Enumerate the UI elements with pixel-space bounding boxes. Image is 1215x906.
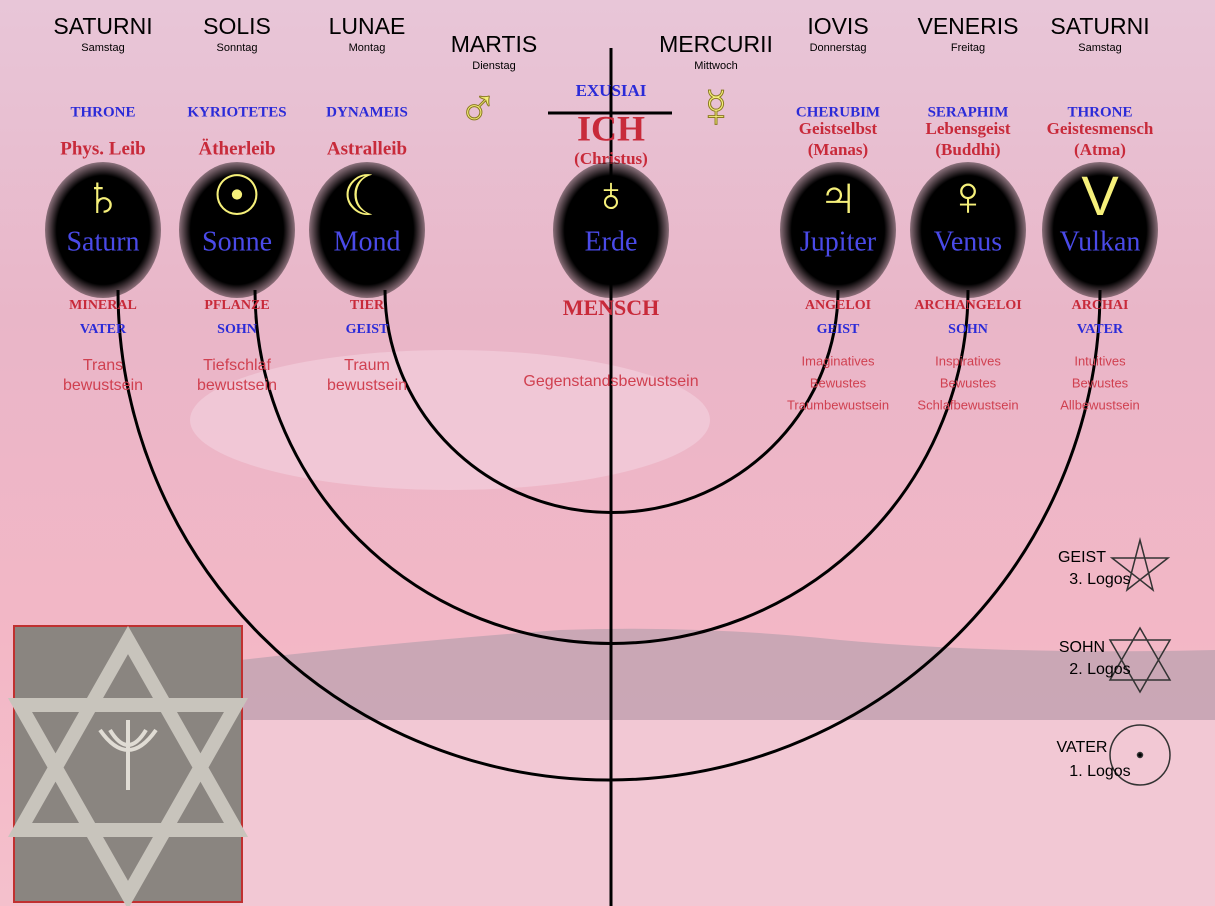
body-member: Phys. Leib bbox=[60, 138, 146, 159]
kingdom: ARCHAI bbox=[1072, 298, 1129, 313]
body-member: Lebensgeist bbox=[926, 119, 1011, 138]
planet-name: Sonne bbox=[202, 226, 272, 257]
consciousness: Inspiratives bbox=[935, 353, 1001, 368]
weekday: Freitag bbox=[951, 42, 985, 54]
kingdom: ANGELOI bbox=[805, 298, 871, 313]
planet-name: Jupiter bbox=[800, 226, 877, 257]
consciousness: bewustsein bbox=[63, 377, 143, 394]
body-member: Geistselbst bbox=[799, 119, 878, 138]
legend-sub: 3. Logos bbox=[1069, 571, 1130, 588]
consciousness: Bewustes bbox=[810, 375, 867, 390]
planet-name: Erde bbox=[585, 226, 638, 257]
consciousness: Bewustes bbox=[940, 375, 997, 390]
body-member: ICH bbox=[577, 108, 645, 148]
legend-label: GEIST bbox=[1058, 549, 1106, 566]
weekday: Samstag bbox=[81, 42, 124, 54]
consciousness: Intuitives bbox=[1074, 353, 1126, 368]
planet-symbol: ♀ bbox=[947, 164, 989, 227]
weekday: Montag bbox=[349, 42, 386, 54]
weekday: Dienstag bbox=[472, 60, 515, 72]
weekday: Samstag bbox=[1078, 42, 1121, 54]
weekday: Sonntag bbox=[217, 42, 258, 54]
consciousness: Schlafbewustsein bbox=[917, 397, 1018, 412]
day-name: SATURNI bbox=[1050, 13, 1149, 39]
page: {"columns": [ {"day": "SATURNI", "weekda… bbox=[0, 0, 1215, 906]
planet-symbol: ☉ bbox=[212, 164, 262, 227]
consciousness: Traumbewustsein bbox=[787, 397, 889, 412]
planet-symbol: ♁ bbox=[592, 166, 630, 222]
body-member: (Atma) bbox=[1074, 140, 1126, 159]
planet-symbol: ♄ bbox=[82, 164, 124, 227]
trinity-person: GEIST bbox=[817, 322, 860, 337]
planet-name: Mond bbox=[334, 226, 401, 257]
weekday: Donnerstag bbox=[810, 42, 867, 54]
legend-sub: 1. Logos bbox=[1069, 763, 1130, 780]
legend-sub: 2. Logos bbox=[1069, 661, 1130, 678]
day-name: MERCURII bbox=[659, 31, 773, 57]
trinity-person: GEIST bbox=[346, 322, 389, 337]
consciousness: Bewustes bbox=[1072, 375, 1129, 390]
trinity-person: SOHN bbox=[217, 322, 257, 337]
hierarchy: EXUSIAI bbox=[576, 81, 647, 100]
consciousness: bewustsein bbox=[197, 377, 277, 394]
diagram: SATURNI Samstag THRONE Phys. Leib ♄Saturn MIN… bbox=[0, 0, 1215, 906]
legend-label: VATER bbox=[1057, 739, 1108, 756]
body-member: Ätherleib bbox=[198, 138, 275, 159]
kingdom: PFLANZE bbox=[204, 298, 269, 313]
kingdom: ARCHANGELOI bbox=[914, 298, 1021, 313]
day-name: IOVIS bbox=[807, 13, 868, 39]
hierarchy: KYRIOTETES bbox=[187, 104, 286, 120]
planet-name: Venus bbox=[934, 226, 1002, 257]
consciousness: Tiefschlaf bbox=[203, 357, 271, 374]
body-member: (Buddhi) bbox=[935, 140, 1000, 159]
consciousness: Gegenstandsbewustsein bbox=[523, 373, 698, 390]
kingdom: MENSCH bbox=[563, 295, 660, 320]
planet-symbol: V bbox=[1081, 164, 1119, 227]
trinity-person: SOHN bbox=[948, 322, 988, 337]
day-name: VENERIS bbox=[918, 13, 1019, 39]
consciousness: Traum bbox=[344, 357, 390, 374]
day-name: SATURNI bbox=[53, 13, 152, 39]
planet-name: Saturn bbox=[66, 226, 139, 257]
day-name: LUNAE bbox=[329, 13, 406, 39]
consciousness: bewustsein bbox=[327, 377, 407, 394]
relief-image bbox=[14, 626, 242, 902]
planet-symbol: ☾ bbox=[342, 164, 392, 227]
trinity-person: VATER bbox=[1077, 322, 1124, 337]
consciousness: Trans bbox=[83, 357, 123, 374]
consciousness: Imaginatives bbox=[802, 353, 875, 368]
body-member: Geistesmensch bbox=[1047, 119, 1154, 138]
planet-symbol: ♃ bbox=[817, 164, 859, 227]
trinity-person: VATER bbox=[80, 322, 127, 337]
planet-name: Vulkan bbox=[1060, 226, 1141, 257]
kingdom: TIER bbox=[350, 298, 385, 313]
consciousness: Allbewustsein bbox=[1060, 397, 1140, 412]
hierarchy: THRONE bbox=[70, 104, 135, 120]
kingdom: MINERAL bbox=[69, 298, 137, 313]
weekday: Mittwoch bbox=[694, 60, 737, 72]
day-name: MARTIS bbox=[451, 31, 537, 57]
hierarchy: DYNAMEIS bbox=[326, 104, 408, 120]
day-name: SOLIS bbox=[203, 13, 271, 39]
body-member: Astralleib bbox=[327, 138, 407, 159]
planet-symbol: ☿ bbox=[696, 78, 737, 138]
planet-symbol: ♂ bbox=[458, 78, 499, 138]
body-member: (Manas) bbox=[808, 140, 868, 159]
legend-label: SOHN bbox=[1059, 639, 1105, 656]
